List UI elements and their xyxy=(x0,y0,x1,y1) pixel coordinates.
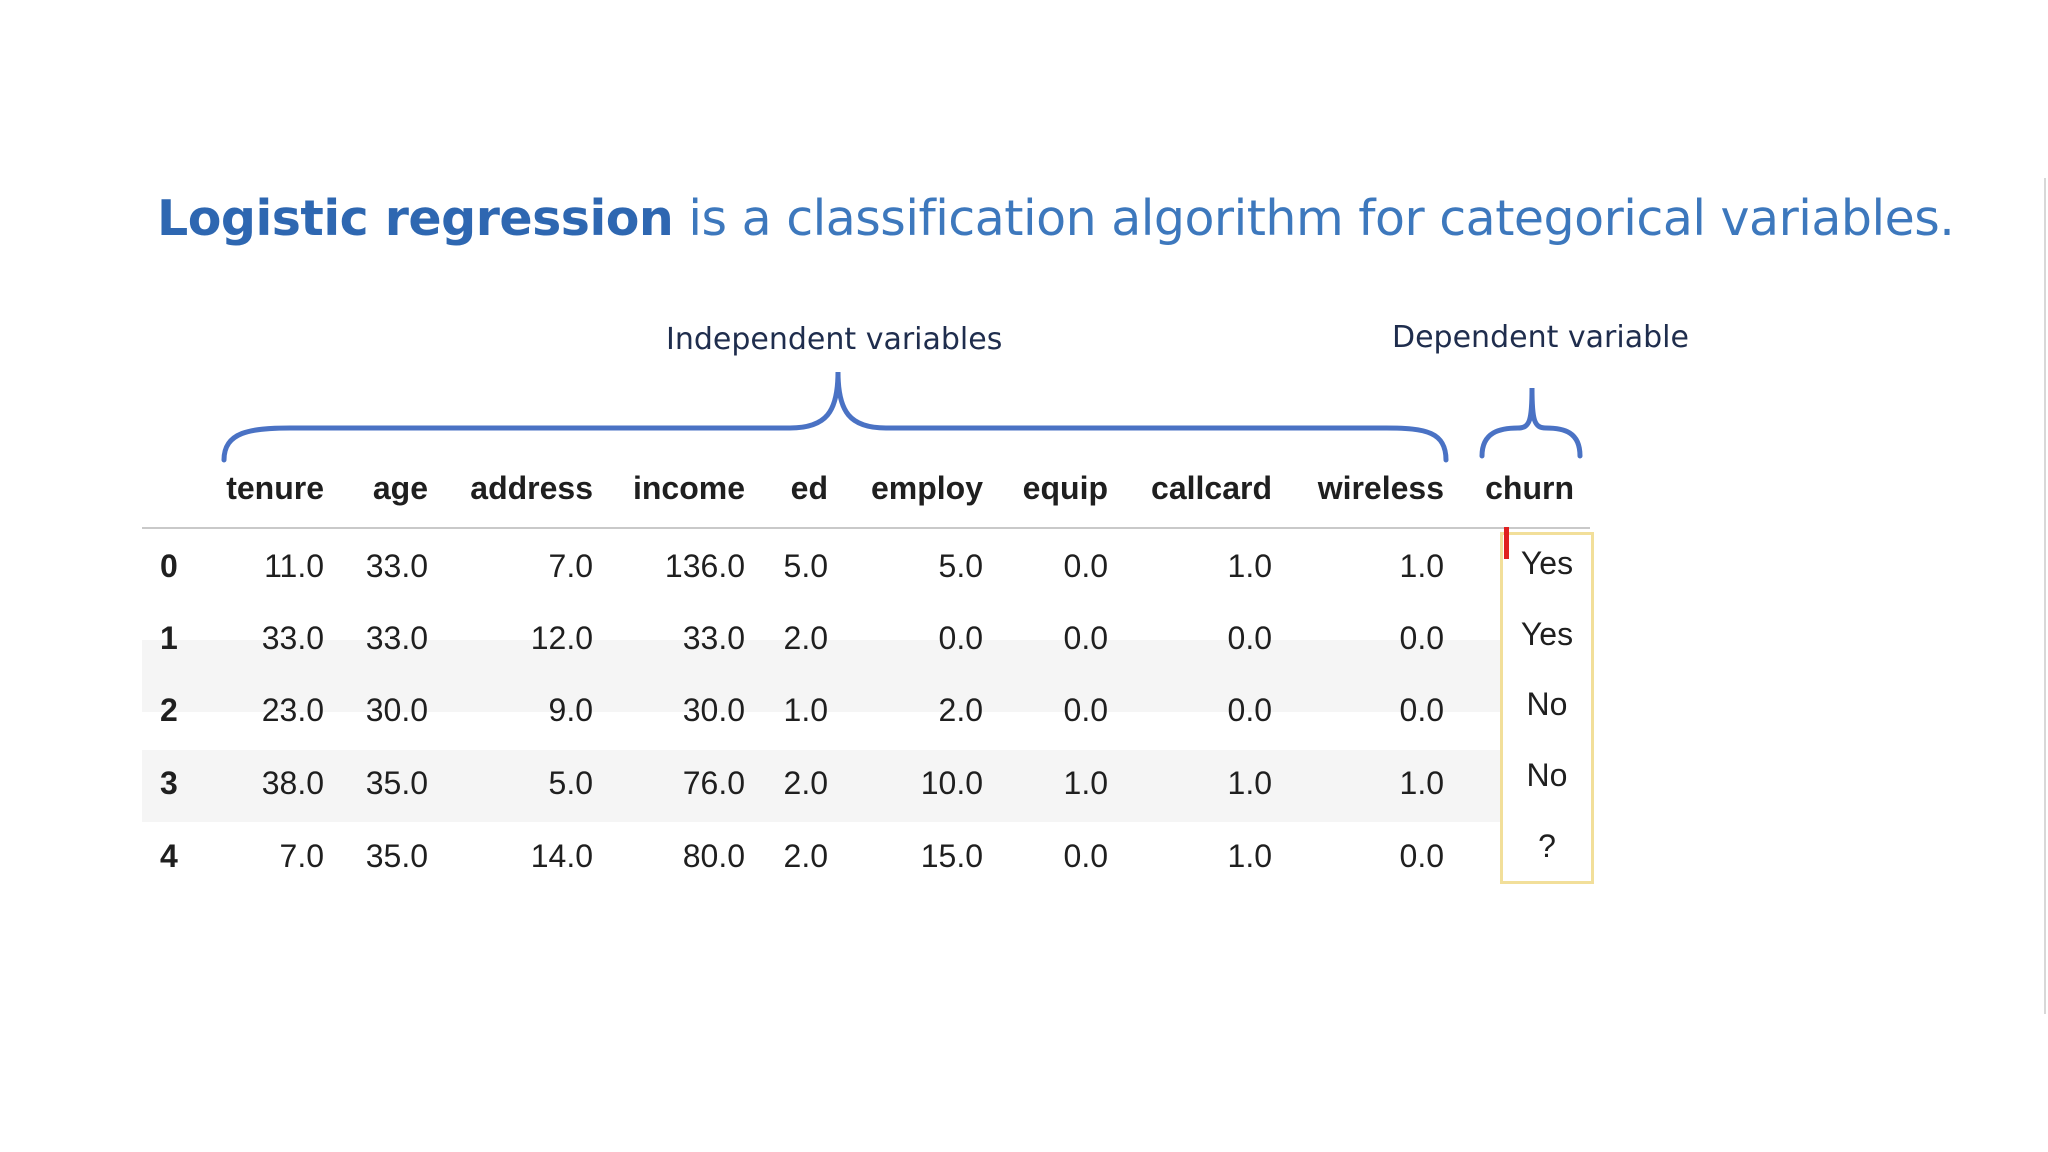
table-cell-income: 30.0 xyxy=(682,692,745,728)
independent-variables-label: Independent variables xyxy=(666,322,1003,357)
column-header-wireless: wireless xyxy=(1317,470,1444,506)
table-cell-income: 33.0 xyxy=(682,620,745,656)
column-header-income: income xyxy=(632,470,745,506)
table-cell-wireless: 0.0 xyxy=(1399,838,1444,874)
dependent-brace xyxy=(1479,387,1583,459)
table-cell-callcard: 1.0 xyxy=(1227,838,1272,874)
table-cell-equip: 0.0 xyxy=(1063,548,1108,584)
table-cell-employ: 5.0 xyxy=(938,548,983,584)
column-header-callcard: callcard xyxy=(1151,470,1272,506)
table-cell-equip: 0.0 xyxy=(1063,692,1108,728)
churn-value: No xyxy=(1526,757,1568,793)
table-cell-wireless: 0.0 xyxy=(1399,620,1444,656)
churn-highlight-box xyxy=(1500,532,1594,884)
table-cell-employ: 15.0 xyxy=(920,838,983,874)
table-cell-age: 33.0 xyxy=(365,548,428,584)
table-cell-address: 5.0 xyxy=(548,765,593,801)
row-index: 3 xyxy=(160,765,178,801)
table-cell-tenure: 33.0 xyxy=(261,620,324,656)
table-cell-address: 9.0 xyxy=(548,692,593,728)
column-header-age: age xyxy=(372,470,428,506)
table-cell-wireless: 0.0 xyxy=(1399,692,1444,728)
row-index: 4 xyxy=(160,838,178,874)
churn-value: Yes xyxy=(1520,616,1574,652)
table-cell-age: 35.0 xyxy=(365,838,428,874)
table-cell-ed: 2.0 xyxy=(783,838,828,874)
cursor-mark xyxy=(1504,527,1509,559)
table-cell-tenure: 23.0 xyxy=(261,692,324,728)
column-header-churn: churn xyxy=(1485,470,1574,506)
table-cell-age: 30.0 xyxy=(365,692,428,728)
table-cell-ed: 1.0 xyxy=(783,692,828,728)
slide-title: Logistic regression is a classification … xyxy=(157,190,1955,247)
table-cell-callcard: 0.0 xyxy=(1227,692,1272,728)
table-cell-equip: 0.0 xyxy=(1063,838,1108,874)
table-cell-address: 7.0 xyxy=(548,548,593,584)
row-index: 2 xyxy=(160,692,178,728)
independent-brace xyxy=(221,371,1449,463)
table-cell-wireless: 1.0 xyxy=(1399,548,1444,584)
title-rest: is a classification algorithm for catego… xyxy=(673,190,1955,247)
churn-value: No xyxy=(1526,686,1568,722)
table-cell-income: 136.0 xyxy=(664,548,745,584)
table-cell-ed: 2.0 xyxy=(783,765,828,801)
column-header-address: address xyxy=(470,470,593,506)
column-header-employ: employ xyxy=(870,470,983,506)
slide-right-edge xyxy=(2044,178,2046,1014)
header-rule xyxy=(142,527,1590,529)
table-cell-age: 33.0 xyxy=(365,620,428,656)
dependent-variable-label: Dependent variable xyxy=(1392,320,1689,355)
table-cell-employ: 10.0 xyxy=(920,765,983,801)
title-emphasis: Logistic regression xyxy=(157,190,674,247)
row-band xyxy=(142,750,1504,822)
churn-value: Yes xyxy=(1520,545,1574,581)
column-header-tenure: tenure xyxy=(226,470,324,506)
table-cell-income: 76.0 xyxy=(682,765,745,801)
row-index: 1 xyxy=(160,620,178,656)
table-cell-equip: 1.0 xyxy=(1063,765,1108,801)
table-cell-employ: 2.0 xyxy=(938,692,983,728)
row-index: 0 xyxy=(160,548,178,584)
column-header-ed: ed xyxy=(790,470,828,506)
churn-value: ? xyxy=(1538,828,1556,864)
table-cell-ed: 5.0 xyxy=(783,548,828,584)
table-cell-callcard: 1.0 xyxy=(1227,548,1272,584)
table-cell-callcard: 1.0 xyxy=(1227,765,1272,801)
table-cell-equip: 0.0 xyxy=(1063,620,1108,656)
table-cell-wireless: 1.0 xyxy=(1399,765,1444,801)
table-cell-tenure: 11.0 xyxy=(264,548,324,584)
table-cell-address: 14.0 xyxy=(530,838,593,874)
row-band xyxy=(142,640,1504,712)
table-cell-ed: 2.0 xyxy=(783,620,828,656)
table-cell-income: 80.0 xyxy=(682,838,745,874)
table-cell-tenure: 7.0 xyxy=(279,838,324,874)
column-header-equip: equip xyxy=(1022,470,1108,506)
table-cell-callcard: 0.0 xyxy=(1227,620,1272,656)
table-cell-tenure: 38.0 xyxy=(261,765,324,801)
table-cell-age: 35.0 xyxy=(365,765,428,801)
table-cell-address: 12.0 xyxy=(530,620,593,656)
table-cell-employ: 0.0 xyxy=(938,620,983,656)
